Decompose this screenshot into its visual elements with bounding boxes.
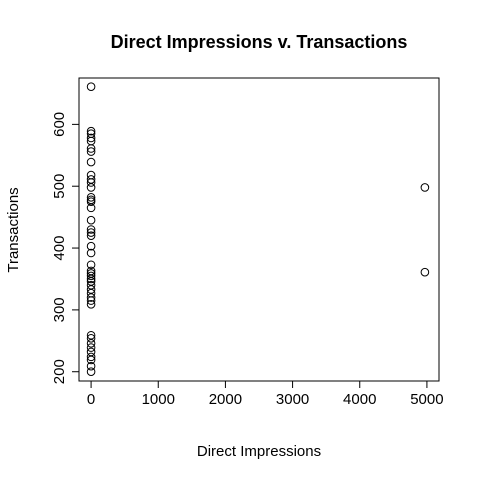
x-tick-label: 3000 <box>276 391 309 408</box>
data-point <box>86 260 96 270</box>
x-axis-label: Direct Impressions <box>197 443 321 460</box>
data-point <box>86 367 96 377</box>
data-point <box>86 225 96 234</box>
y-tick-label: 600 <box>51 112 68 137</box>
x-tick-label: 0 <box>87 391 95 408</box>
data-point <box>86 296 96 305</box>
data-point <box>86 133 96 143</box>
data-point <box>86 361 96 371</box>
data-point <box>86 183 96 192</box>
x-tick-label: 1000 <box>142 391 175 408</box>
y-axis-label: Transactions <box>5 187 22 272</box>
data-point <box>86 293 96 302</box>
data-point <box>86 178 96 187</box>
data-point <box>86 343 96 352</box>
x-axis: 0 1000 2000 3000 4000 5000 <box>87 380 444 408</box>
data-point <box>86 203 96 213</box>
data-point <box>86 355 96 365</box>
data-point <box>86 215 96 225</box>
data-point <box>86 170 96 180</box>
data-point <box>86 126 96 136</box>
y-tick-label: 200 <box>51 359 68 384</box>
data-point <box>86 193 96 202</box>
data-point <box>86 352 96 362</box>
data-point <box>86 271 96 281</box>
data-point <box>86 231 96 240</box>
y-axis: 200 300 400 500 600 <box>51 112 80 384</box>
data-point <box>420 267 430 277</box>
data-point <box>86 157 96 167</box>
x-tick-label: 2000 <box>209 391 242 408</box>
data-point <box>86 274 96 284</box>
x-tick-label: 4000 <box>343 391 376 408</box>
data-point <box>86 82 96 91</box>
data-point <box>86 147 96 156</box>
data-point <box>86 241 96 251</box>
data-point <box>86 197 96 206</box>
data-point <box>86 334 96 343</box>
data-point <box>86 144 96 153</box>
data-point <box>420 183 430 192</box>
y-tick-label: 300 <box>51 297 68 322</box>
x-tick-label: 5000 <box>410 391 443 408</box>
data-point <box>86 248 96 258</box>
y-tick-label: 500 <box>51 174 68 199</box>
y-tick-label: 400 <box>51 236 68 261</box>
data-point <box>86 338 96 348</box>
data-point <box>86 228 96 237</box>
plot-frame <box>78 77 440 382</box>
chart-title: Direct Impressions v. Transactions <box>111 32 408 52</box>
data-point <box>86 300 96 309</box>
data-points <box>86 82 430 377</box>
